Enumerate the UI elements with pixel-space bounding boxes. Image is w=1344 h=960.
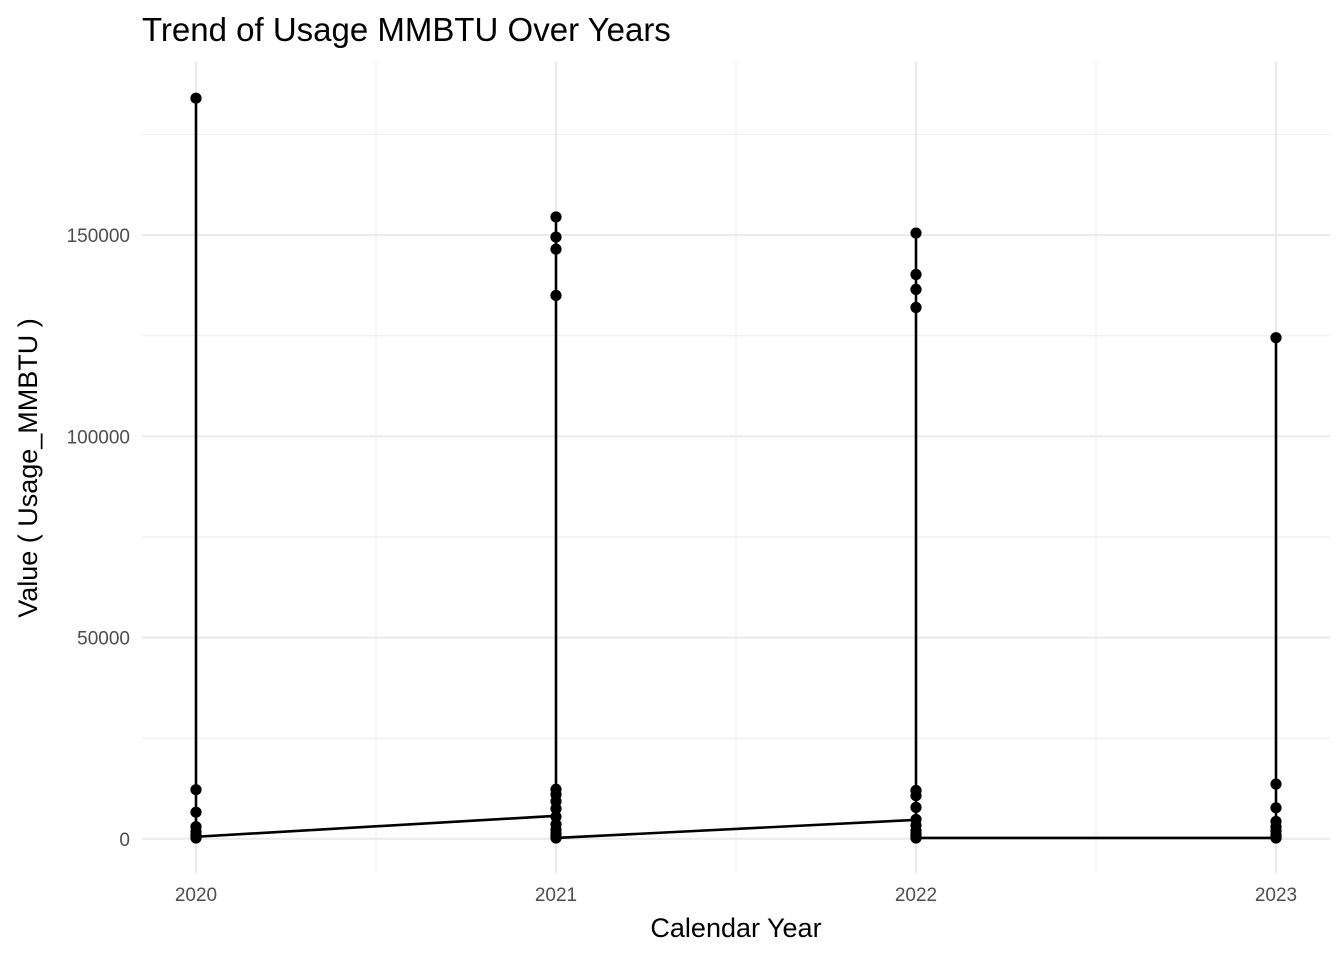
y-tick-label: 50000 <box>77 629 130 650</box>
data-point <box>190 784 202 796</box>
x-tick-label: 2022 <box>895 885 937 906</box>
data-point <box>190 832 202 844</box>
data-point <box>910 268 922 281</box>
data-point <box>1270 832 1282 844</box>
data-point <box>550 289 562 302</box>
data-point <box>550 243 562 255</box>
data-point <box>910 790 922 802</box>
data-point <box>550 832 562 844</box>
data-point <box>910 801 922 813</box>
data-point <box>1270 332 1282 344</box>
y-axis-title: Value ( Usage_MMBTU ) <box>13 318 43 618</box>
x-tick-label: 2021 <box>535 885 577 906</box>
y-tick-label: 150000 <box>67 226 130 247</box>
chart-title: Trend of Usage MMBTU Over Years <box>142 11 671 48</box>
data-point <box>910 301 922 314</box>
data-point <box>550 211 562 223</box>
x-tick-label: 2023 <box>1255 885 1297 906</box>
data-point <box>190 92 202 104</box>
data-point <box>1270 778 1282 790</box>
data-point <box>550 803 562 815</box>
gridlines <box>142 62 1330 873</box>
data-series <box>190 92 1282 844</box>
y-tick-label: 100000 <box>67 427 130 448</box>
y-tick-label: 0 <box>119 830 130 851</box>
data-point <box>190 806 202 818</box>
x-axis-title: Calendar Year <box>650 913 821 943</box>
data-point <box>910 832 922 844</box>
data-point <box>550 231 562 243</box>
data-point <box>1270 802 1282 814</box>
x-tick-label: 2020 <box>175 885 217 906</box>
x-axis-ticks: 2020 2021 2022 2023 <box>175 885 1297 906</box>
data-point <box>910 227 922 239</box>
data-point <box>910 283 922 296</box>
y-axis-ticks: 0 50000 100000 150000 <box>67 226 130 851</box>
